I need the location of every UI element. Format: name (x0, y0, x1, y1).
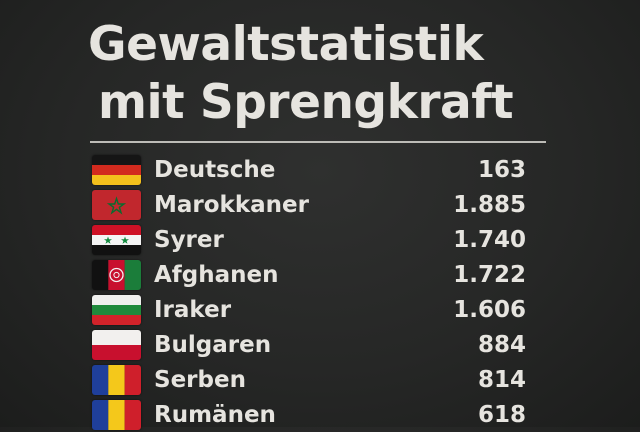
afghanistan-flag-icon (92, 260, 141, 290)
list-item: Afghanen 1.722 (0, 257, 640, 292)
statistics-list: Deutsche 163 Marokkaner 1.885 Syrer 1.74… (0, 152, 640, 432)
row-value: 1.722 (453, 262, 526, 288)
row-label: Iraker (154, 297, 232, 323)
romania-flag-icon (92, 400, 141, 430)
list-item: Marokkaner 1.885 (0, 187, 640, 222)
row-value: 814 (477, 367, 526, 393)
syria-flag-icon (92, 225, 141, 255)
row-value: 1.606 (453, 297, 526, 323)
list-item: Bulgaren 884 (0, 327, 640, 362)
row-label: Afghanen (154, 262, 279, 288)
row-value: 618 (477, 402, 526, 428)
row-value: 1.885 (453, 192, 526, 218)
row-label: Bulgaren (154, 332, 272, 358)
list-item: Iraker 1.606 (0, 292, 640, 327)
row-label: Deutsche (154, 157, 276, 183)
row-value: 884 (477, 332, 526, 358)
serbia-flag-icon (92, 365, 141, 395)
iraq-flag-icon (92, 295, 141, 325)
page-title: Gewaltstatistik mit Sprengkraft (88, 16, 514, 132)
row-label: Rumänen (154, 402, 276, 428)
germany-flag-icon (92, 155, 141, 185)
row-label: Serben (154, 367, 246, 393)
title-line-2: mit Sprengkraft (98, 75, 514, 130)
list-item: Deutsche 163 (0, 152, 640, 187)
title-divider (90, 141, 546, 143)
row-label: Syrer (154, 227, 224, 253)
list-item: Syrer 1.740 (0, 222, 640, 257)
title-line-1: Gewaltstatistik (88, 17, 484, 72)
bulgaria-flag-icon (92, 330, 141, 360)
list-item: Rumänen 618 (0, 397, 640, 432)
list-item: Serben 814 (0, 362, 640, 397)
row-value: 1.740 (453, 227, 526, 253)
row-value: 163 (477, 157, 526, 183)
row-label: Marokkaner (154, 192, 309, 218)
morocco-flag-icon (92, 190, 141, 220)
